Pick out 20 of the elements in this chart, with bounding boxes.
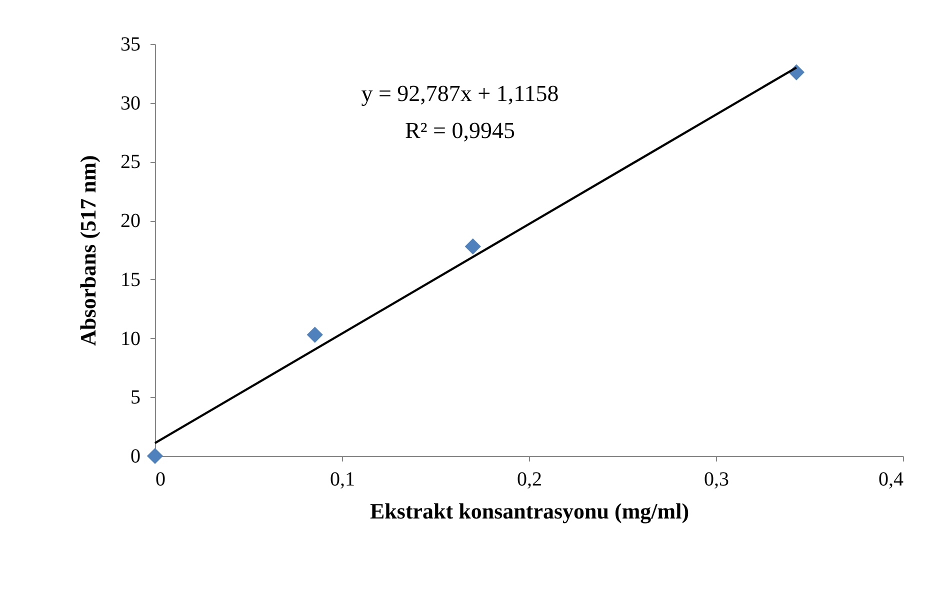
x-axis-title: Ekstrakt konsantrasyonu (mg/ml) (370, 498, 690, 524)
point (306, 326, 323, 343)
x-tick-label: 0,2 (517, 468, 542, 490)
point (464, 238, 481, 255)
y-tick-label: 0 (130, 446, 140, 468)
x-tick-label: 0,1 (330, 468, 355, 490)
y-tick-label: 5 (130, 386, 140, 409)
x-tick-label: 0,3 (704, 468, 729, 490)
y-tick-label: 15 (120, 268, 140, 291)
y-tick-label: 20 (120, 210, 140, 232)
annotation: R² = 0,9945 (405, 118, 515, 143)
annotation: y = 92,787x + 1,1158 (361, 81, 559, 106)
point (146, 448, 164, 464)
x-tick-label: 0 (156, 468, 166, 490)
y-tick-label: 25 (120, 151, 140, 174)
y-tick-label: 10 (120, 328, 140, 350)
x-tick-label: 0,4 (878, 468, 904, 490)
y-tick-label: 35 (120, 34, 140, 56)
y-tick-label: 30 (120, 92, 140, 114)
y-axis-title: Absorbans (517 nm) (76, 155, 100, 346)
